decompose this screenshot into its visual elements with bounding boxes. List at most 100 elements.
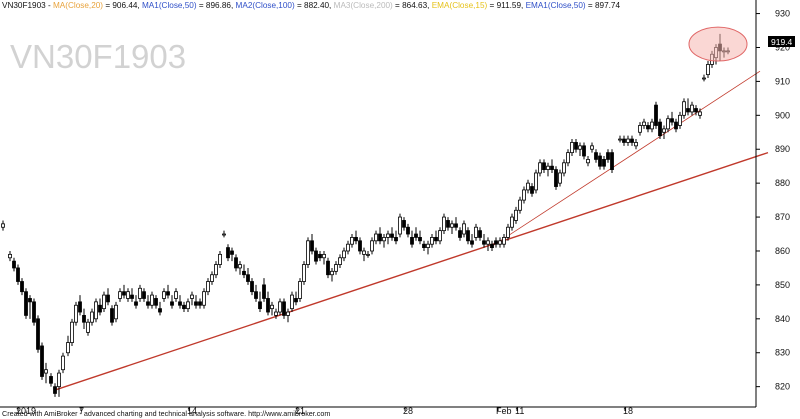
candle xyxy=(294,291,298,306)
candle-body-down xyxy=(242,270,246,276)
y-tick-label: 880 xyxy=(775,178,790,188)
candle xyxy=(28,295,32,319)
candle xyxy=(634,139,638,150)
candle-body-up xyxy=(426,243,430,248)
x-tick-label: Feb xyxy=(496,406,512,416)
candle xyxy=(570,139,574,157)
candle-body-down xyxy=(646,125,650,130)
header-part: EMA(Close,15) xyxy=(432,1,488,10)
candle-body-down xyxy=(694,108,698,113)
candle xyxy=(130,288,134,302)
candle xyxy=(162,288,166,302)
candle-body-up xyxy=(474,226,478,238)
candle xyxy=(298,278,302,302)
candle xyxy=(554,166,558,190)
candle-body-down xyxy=(98,304,102,313)
candle-body-up xyxy=(350,237,354,245)
candle xyxy=(106,288,110,306)
y-tick-label: 850 xyxy=(775,280,790,290)
candle-body-down xyxy=(142,291,146,299)
candle xyxy=(446,217,450,231)
candle-body-down xyxy=(670,118,674,123)
candle xyxy=(670,111,674,126)
candle-body-up xyxy=(190,294,194,299)
candle-body-down xyxy=(454,223,458,228)
candle xyxy=(246,267,250,285)
candle-body-up xyxy=(546,165,550,170)
candle xyxy=(282,298,286,319)
candle-body-down xyxy=(478,230,482,238)
candle xyxy=(358,237,362,255)
watermark-symbol: VN30F1903 xyxy=(10,38,186,75)
candle-body-down xyxy=(654,104,658,126)
candle-body-up xyxy=(298,281,302,299)
candle xyxy=(542,159,546,173)
candle xyxy=(602,156,606,170)
candle-body-up xyxy=(522,189,526,201)
candle xyxy=(414,227,418,241)
candle-body-down xyxy=(630,138,634,143)
x-tick-label: 11 xyxy=(515,406,524,416)
candle xyxy=(650,118,654,133)
candle-body-down xyxy=(170,301,174,306)
candle-body-down xyxy=(686,108,690,113)
candles-layer xyxy=(1,33,730,397)
candle-body-down xyxy=(122,291,126,296)
candle xyxy=(126,288,130,302)
candle xyxy=(538,159,542,177)
candle xyxy=(610,149,614,173)
candle-body-down xyxy=(198,301,202,306)
y-tick-label: 830 xyxy=(775,348,790,358)
candle xyxy=(402,217,406,231)
candle xyxy=(102,291,106,313)
candle-body-up xyxy=(202,291,206,306)
candle xyxy=(550,159,554,173)
candle-body-up xyxy=(126,291,130,299)
candle-body-up xyxy=(218,253,222,265)
candle-body-up xyxy=(590,145,594,150)
candle-body-down xyxy=(246,274,250,282)
candle xyxy=(82,308,86,329)
candle-body-up xyxy=(442,216,446,232)
candle-body-up xyxy=(61,355,65,371)
candle-body-up xyxy=(666,118,670,130)
candle xyxy=(406,223,410,238)
candle-body-up xyxy=(486,240,490,245)
candle-body-down xyxy=(250,281,254,293)
candle xyxy=(258,291,262,313)
candle xyxy=(682,98,686,119)
candle-body-down xyxy=(106,294,110,303)
header-part: = 882.40, xyxy=(295,1,334,10)
candle xyxy=(262,278,266,302)
candle-body-down xyxy=(622,138,626,143)
candle-body-up xyxy=(186,301,190,310)
candle xyxy=(254,284,258,302)
x-tick-label: 7 xyxy=(79,406,84,416)
candle xyxy=(24,288,28,319)
candle-body-down xyxy=(254,291,258,299)
candle xyxy=(558,169,562,187)
candle-body-up xyxy=(346,243,350,252)
candle xyxy=(49,373,53,387)
candle-body-up xyxy=(286,311,290,316)
candle-body-up xyxy=(570,142,574,154)
candle-body-up xyxy=(678,114,682,126)
candle-body-up xyxy=(44,369,48,374)
candle xyxy=(326,257,330,279)
candle-body-up xyxy=(114,304,118,320)
candle-body-up xyxy=(526,182,530,191)
candle xyxy=(346,240,350,255)
trendline xyxy=(489,70,761,248)
candle-body-down xyxy=(12,260,16,269)
candle-body-down xyxy=(418,237,422,242)
candle xyxy=(510,213,514,231)
y-tick-label: 840 xyxy=(775,314,790,324)
candle-body-up xyxy=(162,291,166,299)
candle-body-down xyxy=(178,301,182,306)
candle xyxy=(382,234,386,248)
candle-body-up xyxy=(174,291,178,299)
candle-body-up xyxy=(210,274,214,282)
candle-body-down xyxy=(262,284,266,299)
candle xyxy=(146,295,150,309)
